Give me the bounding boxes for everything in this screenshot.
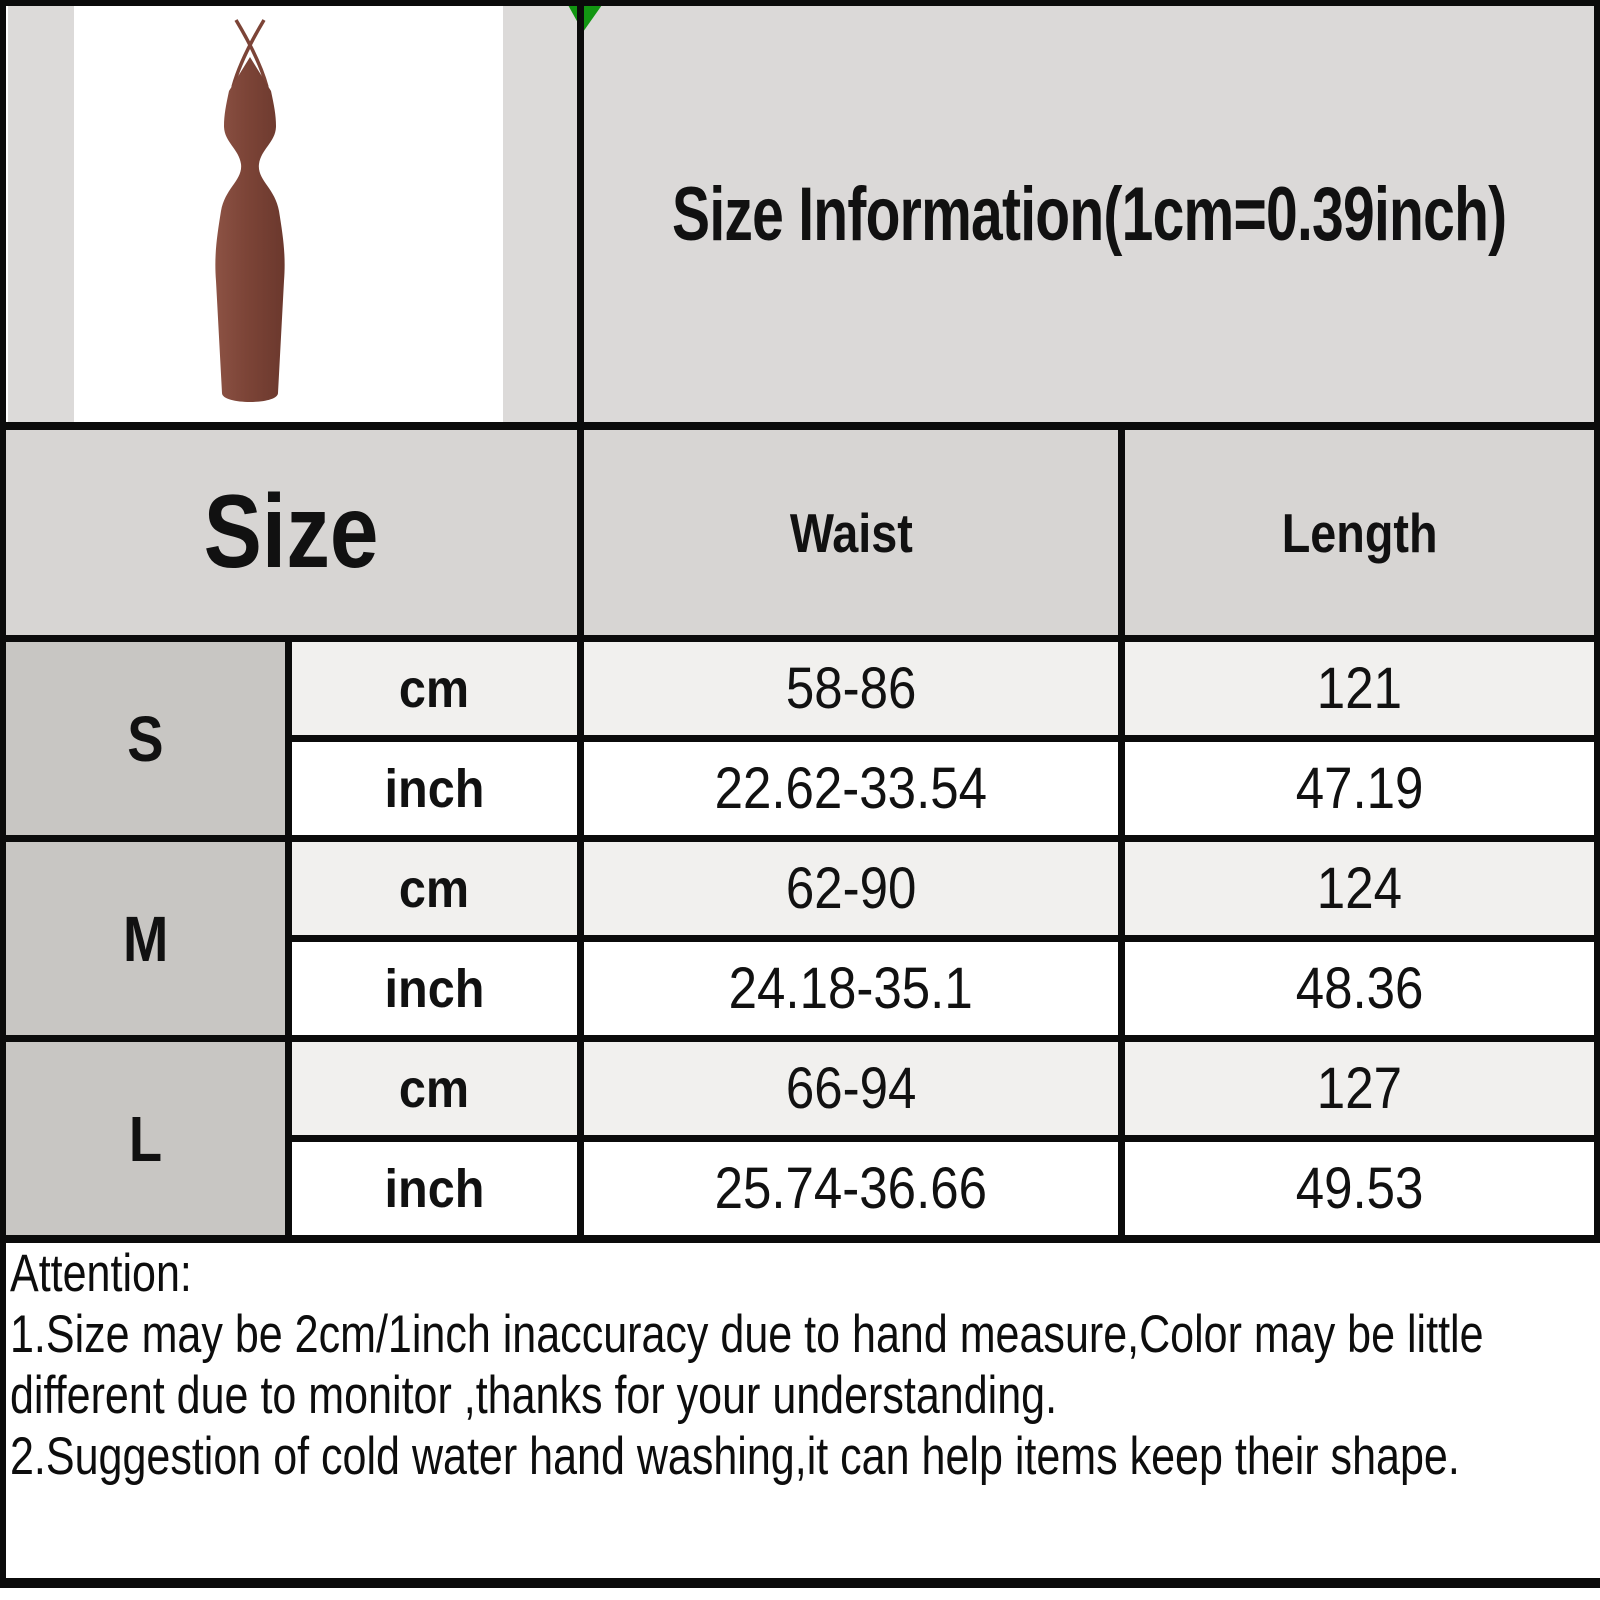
product-photo-cell [6, 6, 577, 422]
length-cell-s-cm: 121 [1125, 642, 1594, 735]
attention-note-1: 1.Size may be 2cm/1inch inaccuracy due t… [10, 1305, 1484, 1425]
length-cell-m-cm: 124 [1125, 842, 1594, 935]
unit-label: cm [399, 1058, 470, 1119]
unit-cell-l-inch: inch [292, 1142, 577, 1235]
unit-label: cm [399, 658, 470, 719]
size-letter: S [127, 702, 164, 775]
unit-cell-m-cm: cm [292, 842, 577, 935]
photo-left-gray-bar [8, 6, 74, 422]
length-value: 47.19 [1295, 756, 1424, 821]
size-cell-l: L [6, 1042, 285, 1235]
attention-note-2: 2.Suggestion of cold water hand washing,… [10, 1427, 1460, 1486]
waist-value: 66-94 [785, 1056, 917, 1121]
size-cell-m: M [6, 842, 285, 1035]
photo-right-gray-bar [503, 6, 577, 422]
grid-line-vertical-size-unit [285, 642, 292, 1243]
header-cell-waist: Waist [584, 430, 1118, 635]
header-size-label: Size [204, 474, 379, 590]
grid-line-m-l [0, 1035, 1600, 1042]
green-corner-marker-icon [568, 5, 602, 32]
length-cell-m-inch: 48.36 [1125, 942, 1594, 1035]
length-value: 49.53 [1295, 1156, 1424, 1221]
length-value: 121 [1316, 656, 1403, 721]
length-cell-s-inch: 47.19 [1125, 742, 1594, 835]
size-letter: L [128, 1102, 163, 1175]
page-title: Size Information(1cm=0.39inch) [671, 171, 1507, 257]
size-cell-s: S [6, 642, 285, 835]
attention-heading: Attention: [10, 1244, 192, 1303]
grid-line-vertical-photo-title [577, 0, 584, 1243]
length-value: 48.36 [1295, 956, 1424, 1021]
waist-cell-s-cm: 58-86 [584, 642, 1118, 735]
outer-border-right [1594, 0, 1600, 1243]
header-cell-length: Length [1125, 430, 1594, 635]
unit-label: inch [384, 1158, 485, 1219]
waist-cell-m-cm: 62-90 [584, 842, 1118, 935]
unit-label: inch [384, 958, 485, 1019]
attention-text-block: Attention: 1.Size may be 2cm/1inch inacc… [10, 1243, 1593, 1487]
waist-cell-s-inch: 22.62-33.54 [584, 742, 1118, 835]
waist-value: 25.74-36.66 [714, 1156, 988, 1221]
length-cell-l-cm: 127 [1125, 1042, 1594, 1135]
dress-body [215, 57, 285, 402]
unit-label: cm [399, 858, 470, 919]
waist-cell-m-inch: 24.18-35.1 [584, 942, 1118, 1035]
grid-line-table-bottom [0, 1235, 1600, 1243]
waist-value: 58-86 [785, 656, 917, 721]
waist-value: 24.18-35.1 [728, 956, 974, 1021]
waist-value: 22.62-33.54 [714, 756, 988, 821]
length-value: 127 [1316, 1056, 1403, 1121]
unit-cell-m-inch: inch [292, 942, 577, 1035]
unit-cell-s-inch: inch [292, 742, 577, 835]
dress-strap-left [231, 19, 266, 88]
header-cell-size: Size [6, 430, 577, 635]
outer-border-left [0, 0, 6, 1588]
header-waist-label: Waist [789, 501, 913, 564]
grid-line-m-cm-inch [285, 935, 1600, 942]
grid-line-s-cm-inch [285, 735, 1600, 742]
grid-line-below-header [0, 635, 1600, 642]
outer-border-top [0, 0, 1600, 6]
dress-image [215, 19, 285, 402]
waist-cell-l-inch: 25.74-36.66 [584, 1142, 1118, 1235]
unit-cell-s-cm: cm [292, 642, 577, 735]
length-cell-l-inch: 49.53 [1125, 1142, 1594, 1235]
grid-line-below-title [0, 422, 1600, 430]
grid-line-l-cm-inch [285, 1135, 1600, 1142]
header-length-label: Length [1281, 501, 1438, 564]
length-value: 124 [1316, 856, 1403, 921]
attention-section: Attention: 1.Size may be 2cm/1inch inacc… [10, 1243, 1594, 1573]
waist-cell-l-cm: 66-94 [584, 1042, 1118, 1135]
waist-value: 62-90 [785, 856, 917, 921]
size-letter: M [122, 902, 169, 975]
title-band: Size Information(1cm=0.39inch) [584, 6, 1594, 422]
unit-cell-l-cm: cm [292, 1042, 577, 1135]
dress-strap-right [234, 19, 269, 88]
grid-line-s-m [0, 835, 1600, 842]
unit-label: inch [384, 758, 485, 819]
outer-border-bottom [0, 1578, 1600, 1588]
